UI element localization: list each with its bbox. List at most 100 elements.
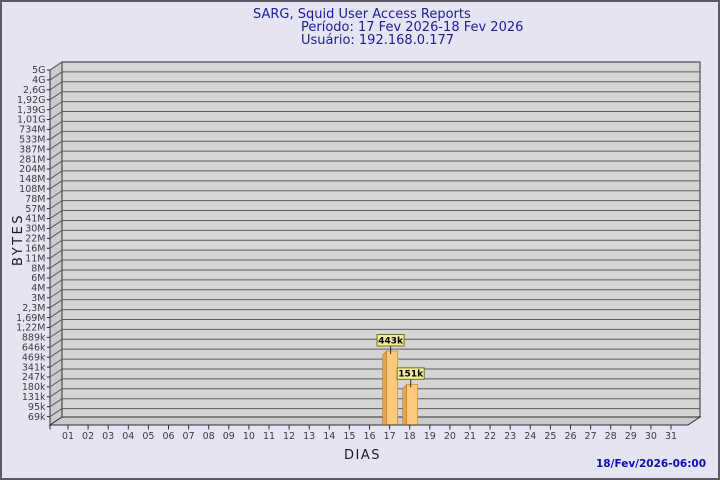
y-tick-diagonal (49, 101, 63, 111)
y-tick-diagonal (49, 368, 63, 378)
y-tick-label: 4G (32, 75, 45, 86)
y-tick-diagonal (49, 160, 63, 170)
y-tick-diagonal (49, 378, 63, 388)
y-tick-diagonal (49, 130, 63, 140)
x-tick-label: 13 (303, 431, 315, 442)
report-period: Período: 17 Fev 2026-18 Fev 2026 (301, 20, 524, 35)
bar-value-label: 443k (378, 336, 404, 346)
x-tick-label: 10 (243, 431, 255, 442)
y-tick-diagonal (49, 239, 63, 249)
y-tick-label: 1,01G (17, 115, 46, 126)
bar-side (402, 383, 408, 425)
report-title: SARG, Squid User Access Reports (253, 7, 471, 22)
y-tick-label: 1,69M (16, 313, 45, 324)
y-tick-diagonal (49, 358, 63, 368)
y-tick-label: 78M (25, 194, 45, 205)
y-tick-label: 1,39G (17, 105, 46, 116)
x-tick-label: 25 (544, 431, 556, 442)
y-tick-label: 281M (19, 154, 45, 165)
x-tick-label: 28 (605, 431, 617, 442)
x-tick-label: 27 (585, 431, 597, 442)
y-tick-label: 533M (19, 135, 45, 146)
y-tick-label: 11M (25, 253, 45, 264)
y-tick-diagonal (49, 289, 63, 299)
x-axis-title: DIAS (344, 448, 381, 463)
y-tick-diagonal (49, 229, 63, 239)
y-tick-diagonal (49, 249, 63, 259)
y-tick-label: 108M (19, 184, 45, 195)
y-tick-label: 889k (22, 333, 46, 344)
y-tick-label: 469k (22, 352, 46, 363)
y-tick-diagonal (49, 269, 63, 279)
y-tick-label: 1,92G (17, 95, 46, 106)
x-tick-label: 06 (162, 431, 174, 442)
y-tick-diagonal (49, 259, 63, 269)
y-tick-diagonal (49, 121, 63, 130)
x-tick-label: 08 (203, 431, 215, 442)
y-tick-diagonal (49, 170, 63, 180)
x-tick-label: 22 (484, 431, 496, 442)
y-tick-label: 646k (22, 342, 46, 353)
y-tick-diagonal (49, 190, 63, 200)
y-tick-label: 95k (28, 402, 46, 413)
x-tick-label: 18 (404, 431, 416, 442)
y-tick-diagonal (49, 111, 63, 120)
y-tick-label: 22M (25, 234, 45, 245)
y-tick-diagonal (49, 408, 63, 418)
y-tick-diagonal (49, 91, 63, 101)
y-tick-label: 1,22M (16, 323, 45, 334)
x-tick-label: 14 (323, 431, 335, 442)
x-tick-label: 11 (263, 431, 275, 442)
y-tick-diagonal (49, 200, 63, 210)
y-tick-label: 148M (19, 174, 45, 185)
y-tick-label: 69k (28, 412, 46, 423)
x-tick-label: 31 (665, 431, 677, 442)
y-tick-diagonal (49, 220, 63, 229)
y-tick-label: 180k (22, 382, 46, 393)
y-tick-diagonal (49, 150, 63, 160)
y-tick-diagonal (49, 319, 63, 328)
x-tick-label: 02 (82, 431, 94, 442)
y-tick-label: 57M (25, 204, 45, 215)
y-tick-label: 30M (25, 224, 45, 235)
y-tick-diagonal (49, 299, 63, 309)
y-tick-diagonal (49, 61, 63, 71)
y-tick-diagonal (49, 338, 63, 348)
y-tick-diagonal (49, 140, 63, 150)
x-tick-label: 30 (645, 431, 657, 442)
y-tick-label: 16M (25, 243, 45, 254)
x-tick-label: 07 (183, 431, 195, 442)
x-tick-label: 04 (122, 431, 134, 442)
x-tick-label: 23 (504, 431, 516, 442)
y-tick-label: 5G (32, 65, 45, 76)
y-tick-label: 341k (22, 362, 46, 373)
x-tick-label: 16 (363, 431, 375, 442)
chart-back-wall (61, 61, 701, 418)
y-tick-label: 131k (22, 392, 46, 403)
bar (406, 384, 419, 425)
x-tick-label: 15 (343, 431, 355, 442)
x-tick-label: 19 (424, 431, 436, 442)
x-tick-label: 01 (62, 431, 74, 442)
report-generated-timestamp: 18/Fev/2026-06:00 (596, 458, 706, 470)
y-tick-diagonal (49, 388, 63, 398)
bar-side (382, 350, 387, 425)
y-tick-diagonal (49, 328, 63, 338)
y-tick-diagonal (49, 210, 63, 219)
x-tick-label: 24 (524, 431, 536, 442)
y-tick-diagonal (49, 180, 63, 190)
x-tick-label: 09 (223, 431, 235, 442)
report-user: Usuário: 192.168.0.177 (301, 33, 455, 48)
y-tick-diagonal (49, 279, 63, 289)
chart-floor (48, 416, 702, 426)
y-tick-diagonal (49, 81, 63, 91)
bar-value-callout (396, 367, 425, 380)
y-tick-label: 2,3M (22, 303, 45, 314)
y-tick-label: 3M (31, 293, 45, 304)
bar-value-callout (376, 334, 405, 347)
y-tick-label: 2,6G (23, 85, 45, 96)
y-tick-label: 204M (19, 164, 45, 175)
y-tick-label: 247k (22, 372, 46, 383)
